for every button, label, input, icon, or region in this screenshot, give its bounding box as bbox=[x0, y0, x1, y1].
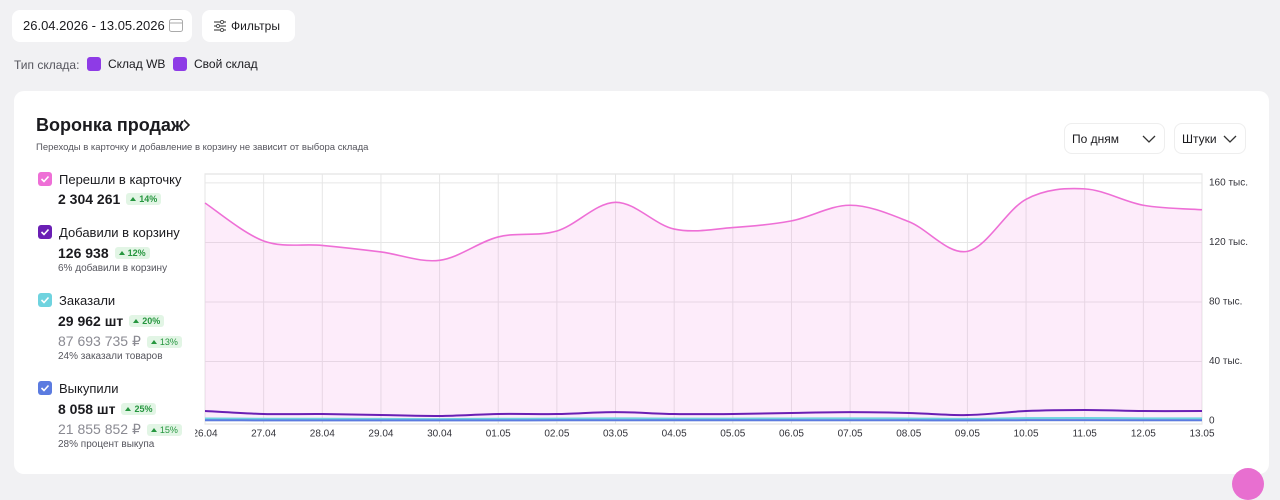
x-tick-label: 11.05 bbox=[1073, 429, 1098, 440]
x-tick-label: 29.04 bbox=[368, 429, 393, 440]
metric-value: 2 304 261 14% bbox=[58, 191, 161, 207]
metric-number: 2 304 261 bbox=[58, 191, 120, 207]
metric-number: 8 058 шт bbox=[58, 401, 115, 417]
x-tick-label: 30.04 bbox=[427, 429, 452, 440]
change: 13% bbox=[160, 337, 178, 347]
chevron-icon bbox=[182, 119, 192, 131]
metric-number: 29 962 шт bbox=[58, 313, 123, 329]
x-tick-label: 28.04 bbox=[310, 429, 335, 440]
legend-checkbox[interactable] bbox=[38, 381, 52, 395]
line bbox=[205, 418, 1202, 419]
amount: 21 855 852 ₽ bbox=[58, 421, 141, 438]
legend-checkbox[interactable] bbox=[38, 225, 52, 239]
x-tick-label: 03.05 bbox=[603, 429, 628, 440]
metric-value: 126 938 12% bbox=[58, 245, 150, 261]
change: 20% bbox=[142, 316, 160, 326]
check-icon bbox=[38, 172, 52, 186]
metric-amount: 21 855 852 ₽ 15% bbox=[58, 421, 182, 438]
x-tick-label: 02.05 bbox=[544, 429, 569, 440]
change: 15% bbox=[160, 425, 178, 435]
amount: 87 693 735 ₽ bbox=[58, 333, 141, 350]
x-tick-label: 26.04 bbox=[195, 429, 218, 440]
x-tick-label: 07.05 bbox=[838, 429, 863, 440]
warehouse-option: Свой склад bbox=[194, 57, 258, 71]
chat-button[interactable] bbox=[1232, 468, 1264, 500]
x-tick-label: 06.05 bbox=[779, 429, 804, 440]
x-tick-label: 13.05 bbox=[1189, 429, 1214, 440]
y-tick-label: 40 тыс. bbox=[1209, 356, 1242, 367]
up-arrow bbox=[130, 197, 136, 201]
x-tick-label: 27.04 bbox=[251, 429, 276, 440]
legend-name: Добавили в корзину bbox=[59, 225, 180, 240]
change: 12% bbox=[128, 248, 146, 258]
change-badge: 13% bbox=[147, 336, 182, 348]
up-arrow bbox=[151, 340, 157, 344]
y-tick-label: 80 тыс. bbox=[1209, 297, 1242, 308]
warehouse-type-label: Тип склада: bbox=[14, 58, 79, 72]
chart-title[interactable]: Воронка продаж bbox=[36, 115, 184, 136]
metric-amount: 87 693 735 ₽ 13% bbox=[58, 333, 182, 350]
legend-checkbox[interactable] bbox=[38, 172, 52, 186]
metric-note: 24% заказали товаров bbox=[58, 351, 163, 362]
filters-icon bbox=[214, 20, 226, 32]
metric-note: 28% процент выкупа bbox=[58, 439, 154, 450]
period-select[interactable]: По дням bbox=[1064, 123, 1165, 154]
dropdown-icon bbox=[1142, 134, 1156, 144]
legend-name: Перешли в карточку bbox=[59, 172, 181, 187]
x-tick-label: 10.05 bbox=[1014, 429, 1039, 440]
legend-name: Выкупили bbox=[59, 381, 119, 396]
up-arrow bbox=[125, 407, 131, 411]
metric-value: 8 058 шт 25% bbox=[58, 401, 156, 417]
checkbox[interactable] bbox=[87, 57, 101, 71]
period: По дням bbox=[1072, 132, 1119, 146]
date-picker[interactable]: 26.04.2026 - 13.05.2026 bbox=[12, 10, 192, 42]
warehouse-option: Склад WB bbox=[108, 57, 165, 71]
check-icon bbox=[38, 225, 52, 239]
change: 25% bbox=[134, 404, 152, 414]
metric-value: 29 962 шт 20% bbox=[58, 313, 164, 329]
x-tick-label: 05.05 bbox=[720, 429, 745, 440]
unit: Штуки bbox=[1182, 132, 1217, 146]
change-badge: 20% bbox=[129, 315, 164, 327]
change-badge: 14% bbox=[126, 193, 161, 205]
x-tick-label: 01.05 bbox=[486, 429, 511, 440]
up-arrow bbox=[133, 319, 139, 323]
check-icon bbox=[38, 293, 52, 307]
change-badge: 15% bbox=[147, 424, 182, 436]
y-tick-label: 120 тыс. bbox=[1209, 237, 1248, 248]
metric-number: 126 938 bbox=[58, 245, 109, 261]
up-arrow bbox=[151, 428, 157, 432]
y-tick-label: 0 bbox=[1209, 416, 1215, 427]
date-range: 26.04.2026 - 13.05.2026 bbox=[23, 18, 165, 33]
up-arrow bbox=[119, 251, 125, 255]
dropdown-icon bbox=[1223, 134, 1237, 144]
y-tick-label: 160 тыс. bbox=[1209, 178, 1248, 189]
check-icon bbox=[38, 381, 52, 395]
change: 14% bbox=[139, 194, 157, 204]
legend-checkbox[interactable] bbox=[38, 293, 52, 307]
unit-select[interactable]: Штуки bbox=[1174, 123, 1246, 154]
area bbox=[205, 189, 1202, 421]
change-badge: 12% bbox=[115, 247, 150, 259]
x-tick-label: 09.05 bbox=[955, 429, 980, 440]
metric-note: 6% добавили в корзину bbox=[58, 263, 167, 274]
change-badge: 25% bbox=[121, 403, 156, 415]
chart-subtitle: Переходы в карточку и добавление в корзи… bbox=[36, 142, 368, 153]
filters-button[interactable]: Фильтры bbox=[202, 10, 295, 42]
x-tick-label: 08.05 bbox=[896, 429, 921, 440]
x-tick-label: 12.05 bbox=[1131, 429, 1156, 440]
legend-name: Заказали bbox=[59, 293, 115, 308]
chart: 0 40 тыс. 80 тыс. 120 тыс. 160 тыс. 26.04 27.0… bbox=[195, 165, 1270, 445]
x-tick-label: 04.05 bbox=[662, 429, 687, 440]
calendar-icon bbox=[168, 17, 184, 33]
checkbox[interactable] bbox=[173, 57, 187, 71]
filters-label: Фильтры bbox=[231, 19, 280, 33]
page: 26.04.2026 - 13.05.2026 Фильтры Тип скла… bbox=[0, 0, 1280, 482]
